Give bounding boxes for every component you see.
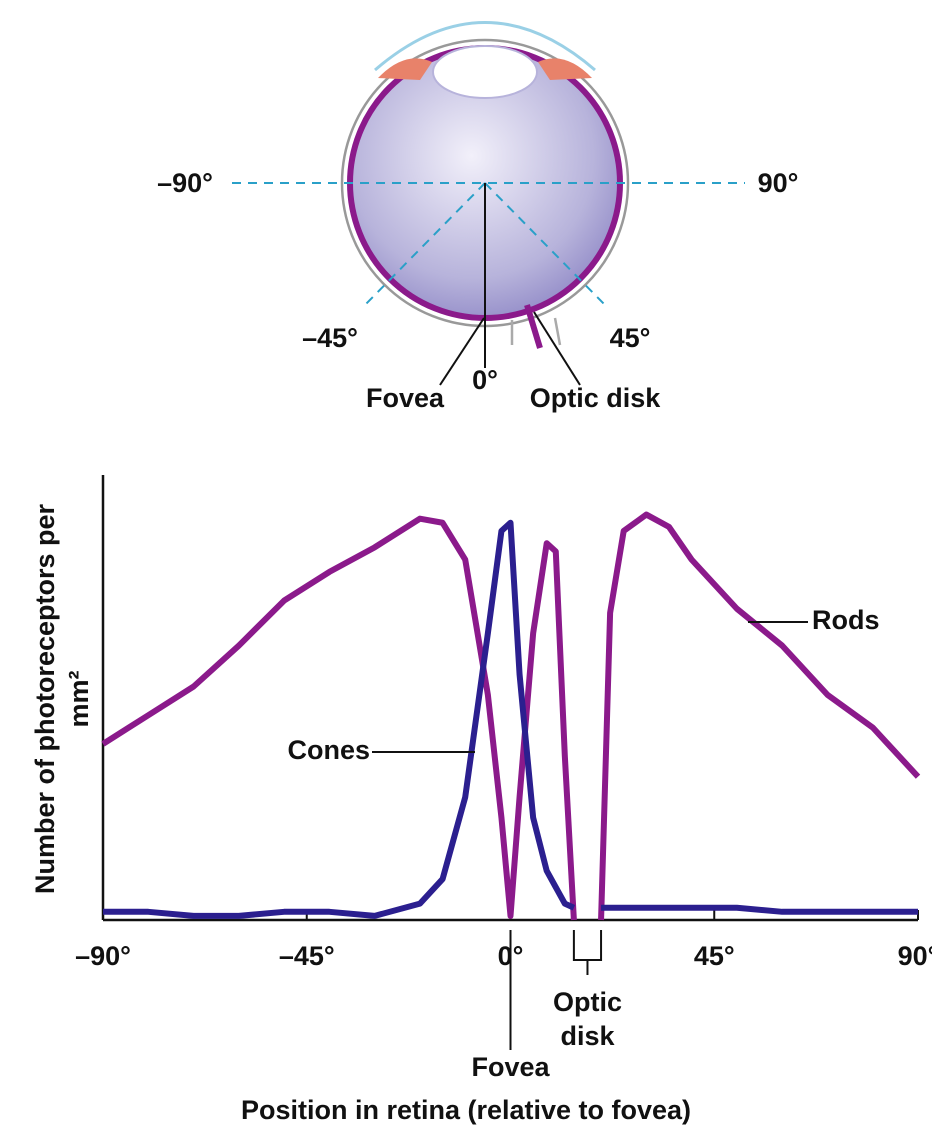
optic-disk-label: Optic disk xyxy=(530,383,662,413)
ciliary-right xyxy=(538,58,592,80)
angle-label: –90° xyxy=(157,168,213,198)
cornea xyxy=(374,21,596,72)
x-tick-label: –90° xyxy=(75,941,131,971)
x-tick-label: 90° xyxy=(898,941,932,971)
x-tick-label: –45° xyxy=(279,941,335,971)
x-axis-label: Position in retina (relative to fovea) xyxy=(240,1095,692,1125)
legend-label: Cones xyxy=(287,735,370,765)
angle-label: 45° xyxy=(610,323,651,353)
angle-label: 90° xyxy=(758,168,799,198)
lens xyxy=(432,45,538,99)
x-tick-label: 45° xyxy=(694,941,735,971)
angle-label: 0° xyxy=(472,365,498,395)
y-axis-label: Number of photoreceptors per mm² xyxy=(30,503,94,895)
series-line xyxy=(598,511,921,921)
angle-label: –45° xyxy=(302,323,358,353)
eye-diagram: –90° 90° –45° 45° 0° Fovea Optic disk xyxy=(157,21,799,413)
leader-line xyxy=(439,317,485,386)
axis-line xyxy=(364,182,486,306)
optic-disk-annotation: Optic disk xyxy=(552,987,622,1051)
series-line xyxy=(101,515,577,921)
optic-nerve xyxy=(524,304,543,349)
optic-nerve-sheath xyxy=(510,317,562,346)
legend-label: Rods xyxy=(812,605,880,635)
ciliary-left xyxy=(378,58,432,80)
leader-line xyxy=(533,311,581,386)
fovea-annotation: Fovea xyxy=(471,1052,550,1082)
axis-line xyxy=(484,182,606,306)
bracket xyxy=(572,930,603,975)
series-line xyxy=(103,519,576,919)
fovea-label: Fovea xyxy=(366,383,445,413)
series-line xyxy=(601,904,918,915)
